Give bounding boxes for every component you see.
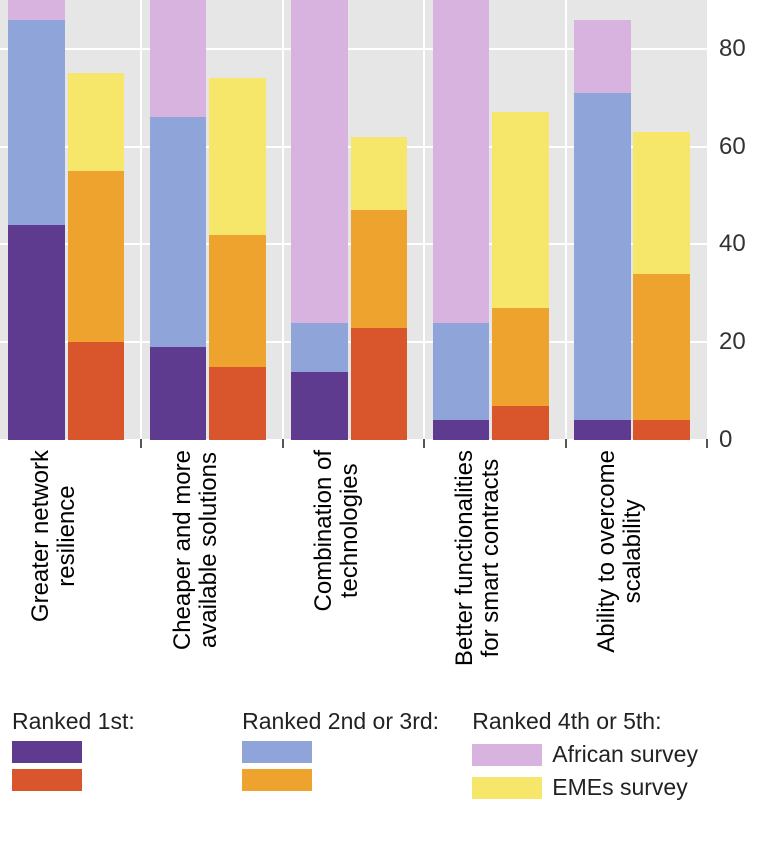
bar-african	[150, 0, 207, 440]
bar-segment	[8, 225, 65, 440]
bar-segment	[68, 171, 125, 342]
bar-segment	[633, 132, 690, 274]
x-axis-labels: Greater networkresilience Cheaper and mor…	[0, 440, 707, 690]
gridline-vertical	[565, 0, 567, 440]
bar-segment	[351, 210, 408, 327]
x-tick	[282, 439, 284, 448]
bar-segment	[633, 274, 690, 421]
bar-segment	[433, 420, 490, 440]
legend-title-rank23: Ranked 2nd or 3rd:	[242, 708, 464, 735]
bar-emes	[209, 78, 266, 440]
bar-segment	[209, 367, 266, 440]
bar-african	[8, 0, 65, 440]
y-tick-label: 60	[707, 133, 746, 161]
legend-swatch-african-rank45	[472, 744, 542, 766]
x-tick	[706, 439, 708, 448]
bar-segment	[291, 0, 348, 323]
bar-segment	[433, 323, 490, 421]
legend-label-emes: EMEs survey	[552, 774, 687, 801]
bar-emes	[351, 137, 408, 440]
gridline-vertical	[140, 0, 142, 440]
y-tick-label: 40	[707, 230, 746, 258]
y-tick-label: 0	[707, 426, 732, 454]
bar-segment	[8, 0, 65, 20]
bar-segment	[209, 78, 266, 234]
gridline-vertical	[423, 0, 425, 440]
legend-swatch-emes-rank1	[12, 769, 82, 791]
bar-emes	[633, 132, 690, 440]
bar-segment	[150, 0, 207, 117]
bar-segment	[492, 406, 549, 440]
x-tick	[423, 439, 425, 448]
legend-title-rank1: Ranked 1st:	[12, 708, 234, 735]
bar-segment	[574, 93, 631, 421]
legend-col-rank1: Ranked 1st:	[12, 708, 234, 807]
bar-segment	[68, 73, 125, 171]
legend-swatch-african-rank23	[242, 741, 312, 763]
legend-swatch-emes-rank45	[472, 777, 542, 799]
plot-area: 020406080	[0, 0, 707, 440]
bar-emes	[492, 112, 549, 440]
x-tick	[140, 439, 142, 448]
bar-segment	[351, 137, 408, 210]
chart-container: 020406080 Greater networkresilienceCheap…	[0, 0, 767, 690]
legend-label-african: African survey	[552, 741, 698, 768]
legend-col-rank23: Ranked 2nd or 3rd:	[242, 708, 464, 807]
bar-segment	[209, 235, 266, 367]
bar-segment	[291, 372, 348, 440]
legend-swatch-emes-rank23	[242, 769, 312, 791]
legend: Ranked 1st: Ranked 2nd or 3rd: Ranked 4t…	[12, 708, 761, 807]
bar-segment	[150, 117, 207, 347]
bar-african	[291, 0, 348, 440]
bar-segment	[492, 308, 549, 406]
x-category-label: Combination oftechnologies	[311, 450, 364, 611]
bar-segment	[150, 347, 207, 440]
x-category-label: Cheaper and moreavailable solutions	[170, 450, 223, 650]
bar-segment	[492, 112, 549, 308]
y-tick-label: 80	[707, 35, 746, 63]
y-tick-label: 20	[707, 328, 746, 356]
bar-african	[433, 0, 490, 440]
bar-segment	[574, 420, 631, 440]
bar-african	[574, 20, 631, 440]
bar-emes	[68, 73, 125, 440]
bar-segment	[433, 0, 490, 323]
x-category-label: Better functionalitiesfor smart contract…	[452, 450, 505, 666]
bar-segment	[351, 328, 408, 440]
bar-segment	[8, 20, 65, 225]
bar-segment	[291, 323, 348, 372]
legend-swatch-african-rank1	[12, 741, 82, 763]
bar-segment	[633, 420, 690, 440]
legend-col-rank45: Ranked 4th or 5th: African survey EMEs s…	[472, 708, 761, 807]
x-category-label: Greater networkresilience	[28, 450, 81, 622]
gridline-vertical	[282, 0, 284, 440]
bar-segment	[68, 342, 125, 440]
legend-title-rank45: Ranked 4th or 5th:	[472, 708, 761, 735]
bar-segment	[574, 20, 631, 93]
x-tick	[565, 439, 567, 448]
x-category-label: Ability to overcomescalability	[594, 450, 647, 653]
